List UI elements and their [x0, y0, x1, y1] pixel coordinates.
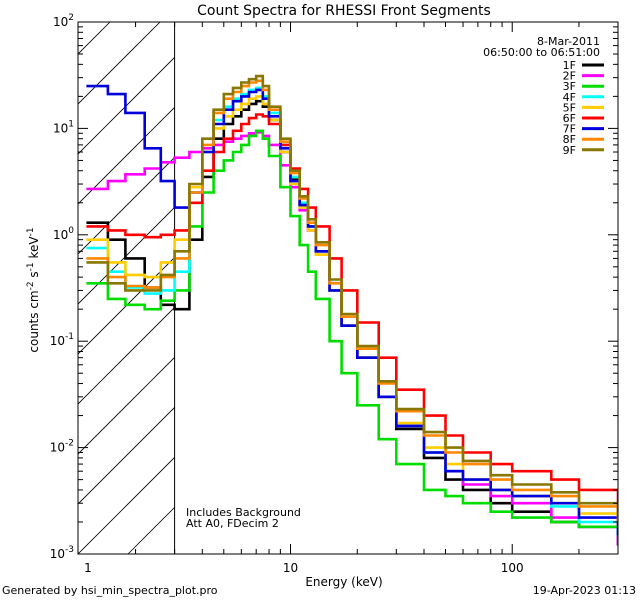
series-6F: [86, 113, 618, 522]
x-tick-label: 1: [84, 561, 92, 575]
hatch-line: [0, 0, 88, 554]
hatch-line: [78, 256, 175, 355]
y-axis-label: counts cm-2 s-1 keV-1: [26, 227, 41, 352]
series-4F: [86, 86, 618, 536]
legend-label-1F: 1F: [563, 59, 576, 72]
series-9F: [86, 74, 618, 518]
series-7F: [86, 84, 618, 536]
hatch-line: [228, 0, 640, 554]
hatch-line: [78, 456, 175, 554]
y-tick-label: 10-3: [50, 545, 74, 561]
series-3F: [86, 129, 618, 536]
series-lines: [86, 74, 618, 546]
legend-label-6F: 6F: [563, 112, 576, 125]
y-tick-label: 102: [53, 13, 74, 29]
legend-label-5F: 5F: [563, 101, 576, 114]
x-axis-label: Energy (keV): [305, 575, 382, 589]
legend-label-9F: 9F: [563, 144, 576, 157]
legend-label-2F: 2F: [563, 70, 576, 83]
legend-label-8F: 8F: [563, 133, 576, 146]
y-tick-label: 10-1: [50, 332, 74, 348]
hatch-line: [78, 56, 175, 155]
y-tick-label: 101: [53, 119, 74, 135]
footer-generated-by: Generated by hsi_min_spectra_plot.pro: [2, 584, 218, 597]
annotation-time-range: 06:50:00 to 06:51:00: [483, 46, 600, 59]
annotation-date: 8-Mar-2011: [537, 35, 600, 48]
legend-label-7F: 7F: [563, 123, 576, 136]
plot-frame: [77, 21, 619, 555]
hatch-line: [78, 406, 175, 505]
y-tick-label: 10-2: [50, 439, 74, 455]
annotation-attenuator: Att A0, FDecim 2: [186, 517, 279, 530]
axis-ticks: 1 10 100 10-3 10-2 10-1 100 101 102: [50, 13, 619, 575]
chart-title: Count Spectra for RHESSI Front Segments: [197, 3, 491, 19]
series-5F: [86, 95, 618, 527]
legend-label-4F: 4F: [563, 91, 576, 104]
y-tick-label: 100: [53, 226, 74, 242]
x-tick-label: 100: [501, 561, 524, 575]
series-1F: [86, 99, 618, 546]
x-tick-label: 10: [283, 561, 298, 575]
legend-label-3F: 3F: [563, 80, 576, 93]
annotation-background: Includes Background: [186, 506, 301, 519]
footer-timestamp: 19-Apr-2023 01:13: [533, 584, 636, 597]
